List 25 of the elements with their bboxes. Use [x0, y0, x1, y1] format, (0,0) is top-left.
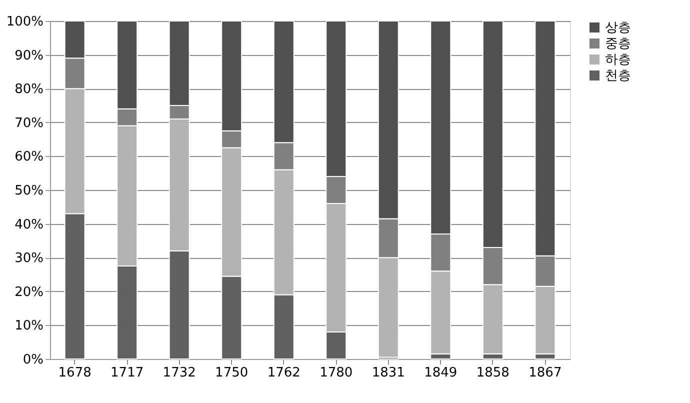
y-tick-label: 80%	[14, 82, 44, 98]
y-tick-label: 50%	[14, 184, 44, 198]
x-tick-label: 1849	[424, 366, 458, 380]
legend-label: 하층	[605, 52, 631, 68]
y-tick-label: 40%	[14, 217, 44, 232]
y-tick-label: 20%	[14, 284, 44, 300]
legend-label: 중층	[605, 36, 631, 52]
x-tick-label: 1780	[320, 366, 353, 380]
x-tick-label: 1858	[476, 366, 510, 380]
y-tick-label: 60%	[14, 150, 44, 165]
y-tick-label: 10%	[14, 318, 44, 334]
legend-label: 상층	[605, 20, 631, 36]
y-tick-label: 100%	[6, 14, 44, 30]
x-tick-label: 1867	[528, 366, 562, 380]
x-tick-label: 1762	[267, 366, 300, 380]
x-tick-label: 1750	[215, 366, 248, 380]
x-tick-label: 1678	[58, 366, 92, 380]
x-tick-label: 1717	[110, 366, 144, 380]
x-tick-label: 1831	[372, 366, 405, 380]
y-tick-label: 30%	[14, 251, 44, 266]
legend-label: 천층	[605, 68, 631, 84]
y-tick-label: 70%	[14, 116, 44, 131]
x-tick-label: 1732	[162, 366, 196, 380]
y-tick-label: 0%	[22, 352, 44, 368]
y-tick-label: 90%	[14, 48, 44, 64]
